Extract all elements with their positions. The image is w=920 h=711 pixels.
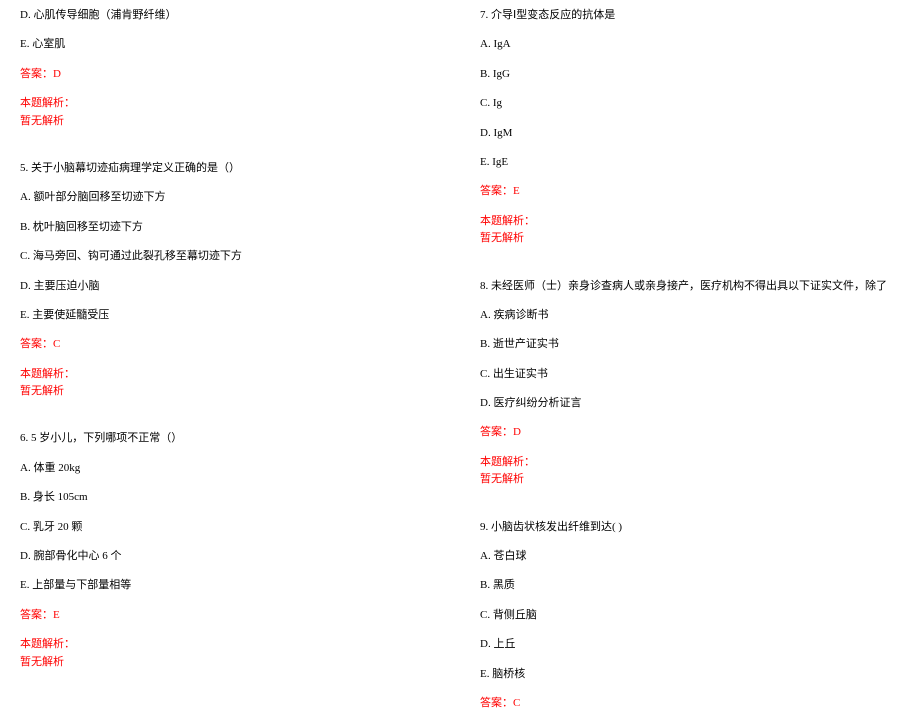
q9-option-e: E. 脑桥核 [480, 667, 900, 682]
right-column: 7. 介导Ⅰ型变态反应的抗体是 A. IgA B. IgG C. Ig D. I… [460, 0, 920, 651]
q9-stem: 9. 小脑齿状核发出纤维到达( ) [480, 520, 900, 535]
q9-option-d: D. 上丘 [480, 637, 900, 652]
q7-stem: 7. 介导Ⅰ型变态反应的抗体是 [480, 8, 900, 23]
left-column: D. 心肌传导细胞（浦肯野纤维） E. 心室肌 答案：D 本题解析： 暂无解析 … [0, 0, 460, 651]
q8-option-a: A. 疾病诊断书 [480, 308, 900, 323]
q6-option-d: D. 腕部骨化中心 6 个 [20, 549, 440, 564]
q4-answer: 答案：D [20, 67, 440, 82]
q7-option-d: D. IgM [480, 126, 900, 141]
q5-option-c: C. 海马旁回、钩可通过此裂孔移至幕切迹下方 [20, 249, 440, 264]
q4-option-d: D. 心肌传导细胞（浦肯野纤维） [20, 8, 440, 23]
q7-option-a: A. IgA [480, 37, 900, 52]
q7-explanation-label: 本题解析： [480, 214, 900, 229]
q6-explanation: 暂无解析 [20, 655, 440, 670]
q5-answer: 答案：C [20, 337, 440, 352]
q7-option-e: E. IgE [480, 155, 900, 170]
q5-explanation: 暂无解析 [20, 384, 440, 399]
q7-answer: 答案：E [480, 184, 900, 199]
q9-answer: 答案：C [480, 696, 900, 711]
q5-option-b: B. 枕叶脑回移至切迹下方 [20, 220, 440, 235]
q6-option-b: B. 身长 105cm [20, 490, 440, 505]
q4-option-e: E. 心室肌 [20, 37, 440, 52]
q8-answer: 答案：D [480, 425, 900, 440]
q8-stem: 8. 未经医师（士）亲身诊查病人或亲身接产，医疗机构不得出具以下证实文件，除了 [480, 279, 900, 294]
q6-option-a: A. 体重 20kg [20, 461, 440, 476]
q5-option-e: E. 主要使延髓受压 [20, 308, 440, 323]
q5-explanation-label: 本题解析： [20, 367, 440, 382]
q6-answer: 答案：E [20, 608, 440, 623]
q5-option-a: A. 额叶部分脑回移至切迹下方 [20, 190, 440, 205]
q9-option-c: C. 背侧丘脑 [480, 608, 900, 623]
document-page: D. 心肌传导细胞（浦肯野纤维） E. 心室肌 答案：D 本题解析： 暂无解析 … [0, 0, 920, 651]
q7-option-b: B. IgG [480, 67, 900, 82]
q9-option-b: B. 黑质 [480, 578, 900, 593]
q4-explanation-label: 本题解析： [20, 96, 440, 111]
q8-explanation: 暂无解析 [480, 472, 900, 487]
q8-explanation-label: 本题解析： [480, 455, 900, 470]
q6-option-c: C. 乳牙 20 颗 [20, 520, 440, 535]
q5-option-d: D. 主要压迫小脑 [20, 279, 440, 294]
q6-explanation-label: 本题解析： [20, 637, 440, 652]
q8-option-d: D. 医疗纠纷分析证言 [480, 396, 900, 411]
q6-option-e: E. 上部量与下部量相等 [20, 578, 440, 593]
q8-option-b: B. 逝世产证实书 [480, 337, 900, 352]
q9-option-a: A. 苍白球 [480, 549, 900, 564]
q7-explanation: 暂无解析 [480, 231, 900, 246]
q6-stem: 6. 5 岁小儿，下列哪项不正常（） [20, 431, 440, 446]
q4-explanation: 暂无解析 [20, 114, 440, 129]
q8-option-c: C. 出生证实书 [480, 367, 900, 382]
q7-option-c: C. Ig [480, 96, 900, 111]
q5-stem: 5. 关于小脑幕切迹疝病理学定义正确的是（） [20, 161, 440, 176]
